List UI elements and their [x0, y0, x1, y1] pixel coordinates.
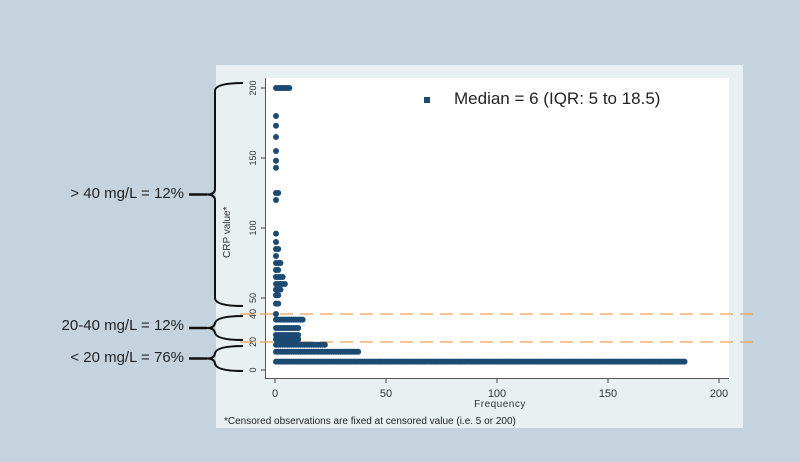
brace-high	[206, 82, 244, 307]
data-dot	[277, 286, 284, 293]
annotation-high: > 40 mg/L = 12%	[70, 185, 184, 202]
legend-marker-icon	[424, 96, 430, 103]
legend: Median = 6 (IQR: 5 to 18.5)	[424, 89, 660, 109]
data-dot	[299, 316, 306, 323]
y-tick-label: 0	[248, 367, 258, 372]
data-dot	[273, 197, 279, 203]
brace-low	[206, 345, 244, 372]
x-axis-label: Frequency	[474, 399, 526, 410]
data-dot	[321, 341, 328, 348]
x-tick-label: 150	[599, 388, 617, 400]
data-dot	[273, 148, 279, 154]
x-tick-label: 200	[710, 388, 728, 400]
annotation-mid: 20-40 mg/L = 12%	[61, 317, 184, 334]
brace-mid	[206, 315, 244, 341]
data-dot	[275, 292, 282, 299]
data-dot	[273, 122, 279, 129]
data-dot	[275, 267, 282, 273]
data-dot	[295, 336, 302, 343]
data-dot	[273, 157, 279, 164]
data-dot	[273, 113, 279, 119]
y-tick-label: 150	[248, 150, 258, 165]
data-dot	[286, 85, 293, 91]
data-dot	[273, 311, 279, 317]
x-tick-label: 0	[272, 388, 278, 400]
data-dot	[277, 260, 284, 266]
plot-area	[265, 78, 729, 379]
x-tick-label: 50	[380, 388, 392, 400]
y-tick-label: 50	[248, 293, 258, 303]
footnote: *Censored observations are fixed at cens…	[224, 416, 516, 427]
data-dot	[681, 358, 688, 365]
annotation-low: < 20 mg/L = 76%	[70, 349, 184, 366]
data-dot	[273, 253, 279, 259]
data-dot	[273, 164, 279, 171]
data-dot	[275, 190, 282, 196]
y-tick-label: 100	[248, 220, 258, 235]
data-dot	[279, 274, 286, 280]
data-dot	[273, 230, 279, 237]
y-axis-label: CRP value*	[222, 206, 233, 258]
data-dot	[275, 246, 282, 252]
y-tick-label: 200	[248, 80, 258, 95]
data-dot	[355, 348, 362, 355]
x-tick-label: 100	[488, 388, 506, 400]
legend-text: Median = 6 (IQR: 5 to 18.5)	[454, 89, 661, 108]
data-dot	[281, 281, 288, 287]
data-dot	[273, 239, 279, 245]
data-dot	[275, 300, 282, 307]
data-dot	[273, 134, 279, 140]
data-dot	[295, 325, 302, 331]
